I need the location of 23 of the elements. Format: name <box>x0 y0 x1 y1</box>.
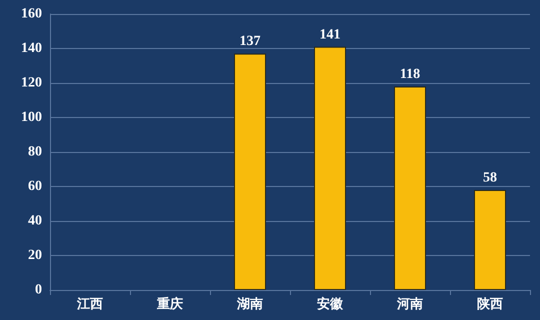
bar <box>474 190 506 290</box>
x-tick-label: 陕西 <box>477 297 503 312</box>
y-tick-label: 60 <box>28 179 42 194</box>
y-tick-label: 20 <box>28 248 42 263</box>
data-label: 118 <box>400 66 420 82</box>
bar <box>394 86 426 290</box>
bar <box>314 46 346 290</box>
y-tick-label: 120 <box>21 76 42 90</box>
x-tick-label: 湖南 <box>236 297 263 312</box>
data-label: 141 <box>320 27 340 42</box>
bar <box>234 54 266 290</box>
x-tick-label: 安徽 <box>317 296 344 312</box>
x-tick-label: 江西 <box>76 297 103 312</box>
data-label: 58 <box>483 170 497 186</box>
x-tick-label: 河南 <box>396 297 423 312</box>
x-tick-label: 重庆 <box>156 296 183 312</box>
y-tick-label: 160 <box>21 6 42 22</box>
y-tick-label: 40 <box>28 214 42 228</box>
y-tick-label: 0 <box>35 282 42 298</box>
data-label: 137 <box>240 34 260 50</box>
y-tick-label: 100 <box>21 110 42 125</box>
y-tick-label: 140 <box>21 41 42 56</box>
y-tick-label: 80 <box>28 144 42 160</box>
